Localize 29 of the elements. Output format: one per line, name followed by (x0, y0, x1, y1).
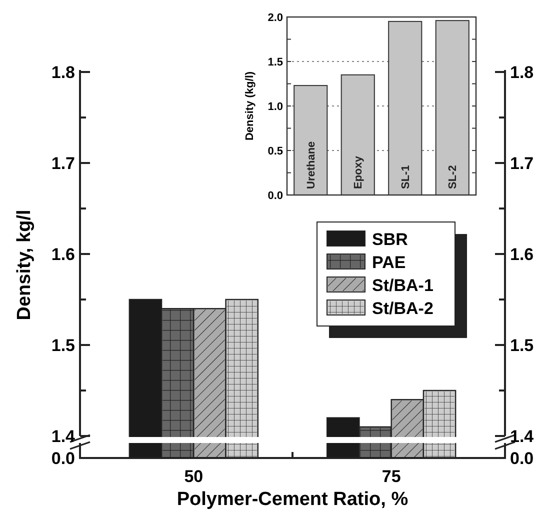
legend-label: St/BA-1 (372, 276, 434, 295)
y-tick-label: 1.6 (51, 244, 75, 264)
legend-label: PAE (372, 252, 406, 272)
x-tick-label: Urethane (305, 141, 318, 189)
y2-tick-label: 1.5 (510, 336, 534, 355)
y-tick-label: 0.0 (268, 190, 283, 202)
y-tick-label: 0.5 (268, 145, 283, 158)
y-axis-title: Density, kg/l (14, 210, 35, 320)
x-axis-title: Polymer-Cement Ratio, % (176, 489, 408, 510)
y2-tick-label: 1.8 (510, 62, 534, 82)
x-tick-label: 50 (184, 467, 204, 486)
y2-tick-label: 1.7 (510, 154, 534, 173)
y-tick-label: 1.5 (268, 56, 283, 68)
y-tick-label: 1.0 (268, 100, 283, 113)
y2-tick-label: 1.6 (510, 244, 534, 264)
legend-label: SBR (372, 230, 408, 249)
y2-tick-label: 1.4 (510, 426, 534, 446)
x-tick-label: SL-2 (447, 165, 460, 189)
y-tick-label: 1.7 (51, 154, 75, 173)
x-tick-label: SL-1 (400, 165, 412, 189)
x-tick-label: 75 (382, 467, 401, 486)
y-tick-label: 1.4 (51, 426, 76, 446)
x-tick-label: Epoxy (352, 155, 365, 189)
text: 0.0 (510, 448, 534, 468)
y-tick-label: 2.0 (268, 12, 283, 24)
y-tick-label: 1.8 (51, 62, 75, 82)
y-tick-label: 1.5 (51, 336, 75, 355)
y-axis-title: Density (kg/l) (244, 71, 256, 141)
legend-label: St/BA-2 (372, 298, 434, 318)
